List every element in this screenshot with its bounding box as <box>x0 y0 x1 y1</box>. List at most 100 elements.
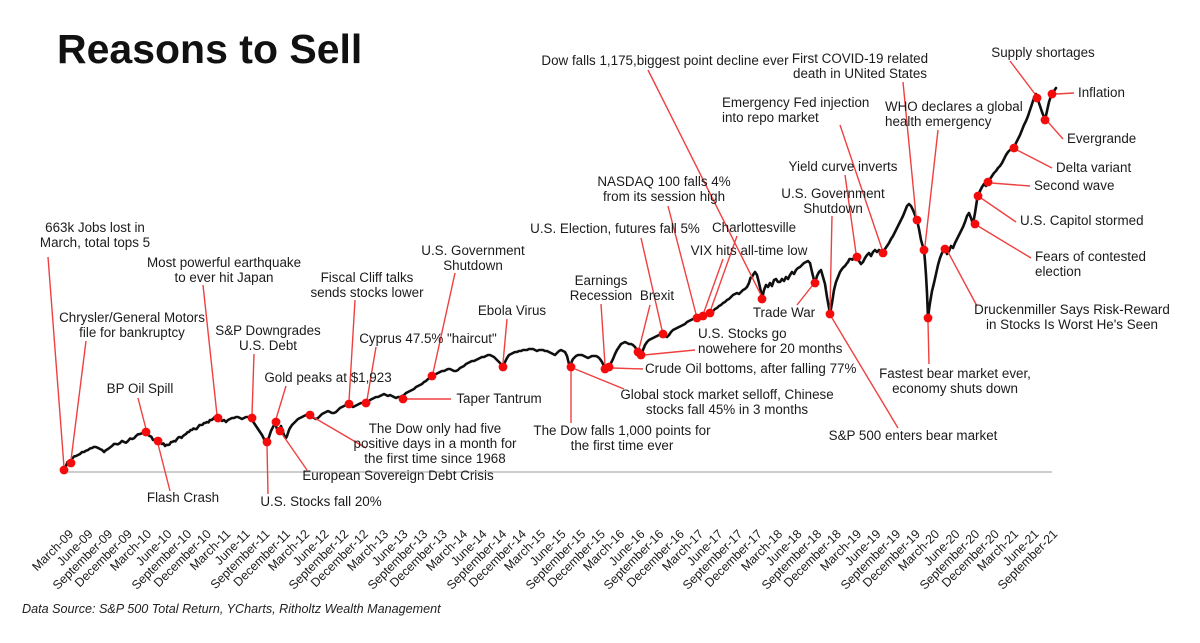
leader-line-supply-shortages <box>1009 60 1036 95</box>
leader-line-druckenmiller <box>947 251 978 307</box>
leader-line-fears-contested-election <box>977 225 1032 259</box>
page-title: Reasons to Sell <box>57 26 363 72</box>
event-dot-us-stocks-fall-20 <box>262 437 272 447</box>
leader-line-dow-falls-1175 <box>647 69 762 296</box>
annotation-text-line: U.S. Election, futures fall 5% <box>530 221 700 236</box>
leader-line-yield-curve-inverts <box>844 174 857 254</box>
annotation-label-us-election-futures: U.S. Election, futures fall 5% <box>530 221 700 237</box>
annotation-text-line: U.S. Government <box>421 243 525 258</box>
annotation-text-line: European Sovereign Debt Crisis <box>302 468 494 483</box>
annotation-text-line: Inflation <box>1078 85 1125 100</box>
annotation-label-dow-falls-1175: Dow falls 1,175,biggest point decline ev… <box>541 53 788 69</box>
annotation-label-brexit: Brexit <box>639 288 675 304</box>
leader-line-bp-oil-spill <box>137 397 147 430</box>
event-dot-first-covid-death <box>912 215 922 225</box>
annotation-text-line: S&P Downgrades <box>215 323 321 338</box>
event-dot-vix-all-time-low <box>698 311 708 321</box>
annotation-text-line: Shutdown <box>803 200 863 216</box>
annotation-label-us-stocks-fall-20: U.S. Stocks fall 20% <box>260 494 382 510</box>
annotation-label-chrysler-gm-bankruptcy: Chrysler/General Motors file for bankrupt… <box>59 310 205 341</box>
annotation-label-second-wave: Second wave <box>1034 178 1114 194</box>
annotation-text-line: The Dow falls 1,000 points for <box>533 423 711 438</box>
annotation-label-sp500-enters-bear-market: S&P 500 enters bear market <box>829 428 998 444</box>
event-dot-chrysler-gm-bankruptcy <box>66 458 76 468</box>
annotation-text-line: Emergency Fed injection <box>722 95 870 110</box>
event-dot-crude-oil-bottoms <box>604 362 614 372</box>
event-dot-taper-tantrum <box>398 394 408 404</box>
leader-line-sp-downgrades-us-debt <box>251 353 255 416</box>
annotation-text-line: Druckenmiller Says Risk-Reward <box>974 302 1170 317</box>
leader-line-first-covid-death <box>902 81 917 217</box>
event-dot-druckenmiller <box>940 244 950 254</box>
annotation-label-govt-shutdown-2018: U.S. Government Shutdown <box>781 186 884 217</box>
leader-line-who-emergency <box>924 129 939 247</box>
annotation-text-line: Yield curve inverts <box>788 159 898 174</box>
annotation-text-line: WHO declares a global <box>885 99 1023 114</box>
annotation-text-line: Flash Crash <box>146 490 220 505</box>
annotation-label-trade-war: Trade War <box>753 305 815 321</box>
annotation-text-line: from its session high <box>602 188 726 204</box>
annotation-label-crude-oil-bottoms: Crude Oil bottoms, after falling 77% <box>645 361 856 377</box>
annotation-label-global-selloff-china: Global stock market selloff, Chinese stoc… <box>620 387 834 418</box>
leader-line-jobs-663k <box>47 256 65 468</box>
leader-line-ebola-virus <box>502 318 508 364</box>
event-dot-second-wave <box>983 177 993 187</box>
annotation-label-jobs-663k: 663k Jobs lost in March, total tops 5 <box>39 220 151 251</box>
annotation-text-line: Shutdown <box>443 257 503 273</box>
annotation-label-govt-shutdown-2013: U.S. Government Shutdown <box>421 243 525 274</box>
annotation-text-line: death in UNited States <box>793 65 927 81</box>
annotation-text-line: positive days in a month for <box>353 435 517 451</box>
annotation-label-charlottesville: Charlottesville <box>712 220 796 236</box>
annotation-text-line: First COVID-19 related <box>791 51 929 66</box>
annotation-text-line: economy shuts down <box>892 380 1018 396</box>
event-dot-trade-war <box>810 278 820 288</box>
event-dot-flash-crash <box>153 436 163 446</box>
annotation-text-line: Taper Tantrum <box>456 391 542 406</box>
annotation-label-us-capitol-stormed: U.S. Capitol stormed <box>1020 213 1144 229</box>
event-dot-emergency-fed-repo <box>878 248 888 258</box>
annotation-label-first-covid-death: First COVID-19 related death in UNited St… <box>791 51 929 82</box>
leader-line-crude-oil-bottoms <box>612 367 644 370</box>
annotation-label-who-emergency: WHO declares a global health emergency <box>885 99 1023 130</box>
annotation-label-taper-tantrum: Taper Tantrum <box>456 391 542 407</box>
leader-line-japan-earthquake <box>202 284 218 416</box>
annotation-label-emergency-fed-repo: Emergency Fed injection into repo market <box>722 95 870 126</box>
leader-line-delta-variant <box>1016 149 1053 169</box>
annotation-text-line: Global stock market selloff, Chinese <box>620 387 834 402</box>
annotation-text-line: March, total tops 5 <box>39 234 151 250</box>
data-source-note: Data Source: S&P 500 Total Return, YChar… <box>22 602 441 616</box>
leader-line-govt-shutdown-2013 <box>432 272 456 374</box>
leader-line-us-stocks-fall-20 <box>266 444 269 495</box>
annotation-label-druckenmiller: Druckenmiller Says Risk-Reward in Stocks … <box>974 302 1170 333</box>
event-dot-gold-peaks <box>271 417 281 427</box>
annotation-label-fastest-bear-market: Fastest bear market ever, economy shuts d… <box>879 366 1031 397</box>
event-dot-dow-falls-1000 <box>566 362 576 372</box>
annotation-label-european-sovereign-debt-crisis: European Sovereign Debt Crisis <box>302 468 494 484</box>
annotation-label-flash-crash: Flash Crash <box>146 490 220 506</box>
event-dot-fastest-bear-market <box>923 313 933 323</box>
annotation-label-nasdaq-falls-4: NASDAQ 100 falls 4% from its session high <box>597 174 731 205</box>
event-dot-supply-shortages <box>1032 93 1042 103</box>
annotation-text-line: U.S. Stocks fall 20% <box>260 494 382 509</box>
leader-line-charlottesville <box>710 235 738 310</box>
leader-line-vix-all-time-low <box>703 258 724 313</box>
leader-line-earnings-recession <box>600 303 606 366</box>
leader-line-second-wave <box>990 182 1031 187</box>
annotation-text-line: NASDAQ 100 falls 4% <box>597 174 731 189</box>
annotation-label-evergrande: Evergrande <box>1067 131 1136 147</box>
annotation-text-line: Delta variant <box>1056 160 1132 175</box>
annotation-label-sp-downgrades-us-debt: S&P Downgrades U.S. Debt <box>215 323 321 354</box>
leader-line-chrysler-gm-bankruptcy <box>70 340 87 461</box>
leader-line-dow-five-positive-days <box>312 416 367 449</box>
event-dot-us-capitol-stormed <box>973 191 983 201</box>
annotation-label-dow-five-positive-days: The Dow only had five positive days in a … <box>353 421 517 466</box>
leader-line-fastest-bear-market <box>927 321 930 365</box>
annotation-text-line: Fears of contested <box>1035 249 1146 264</box>
event-dot-ebola-virus <box>498 362 508 372</box>
annotation-text-line: Brexit <box>639 288 675 303</box>
annotation-label-cyprus-haircut: Cyprus 47.5% "haircut" <box>359 331 497 347</box>
annotation-text-line: into repo market <box>722 109 819 125</box>
event-dot-evergrande <box>1040 115 1050 125</box>
annotation-text-line: election <box>1035 263 1082 279</box>
